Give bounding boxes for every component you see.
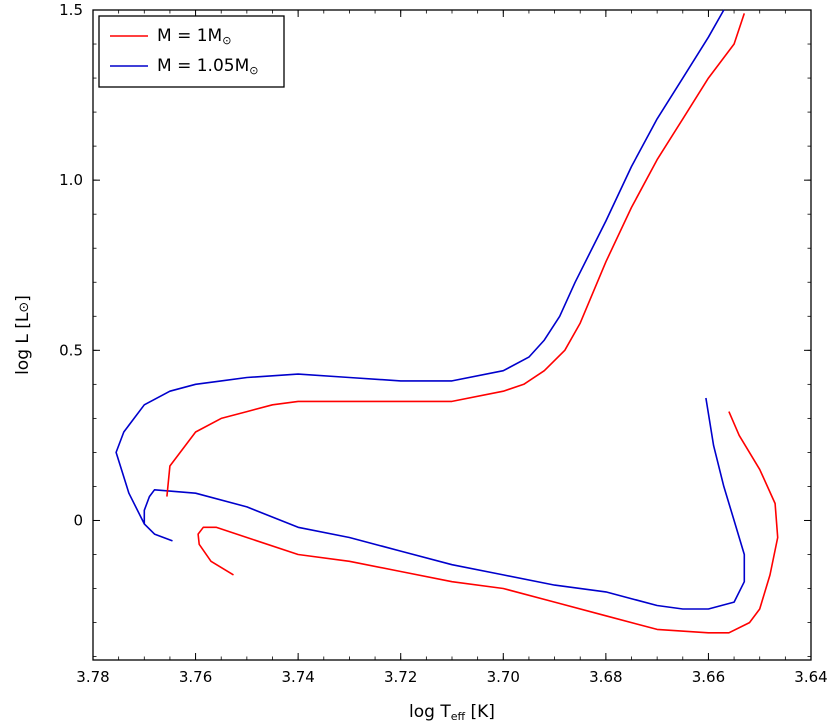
x-tick-label: 3.72 — [384, 668, 417, 686]
y-axis-label: log L [L⊙] — [13, 295, 33, 375]
series-layer — [115, 9, 779, 634]
y-tick-label: 0 — [73, 511, 83, 529]
axis-ticks — [92, 9, 812, 660]
x-tick-label: 3.78 — [76, 668, 109, 686]
legend: M = 1M⊙ M = 1.05M⊙ — [98, 15, 285, 88]
x-axis-label: log Teff [K] — [409, 702, 495, 723]
y-tick-label: 1.0 — [59, 171, 83, 189]
legend-box — [98, 15, 285, 88]
legend-label-series-2: M = 1.05M⊙ — [157, 56, 258, 77]
x-tick-label: 3.74 — [281, 668, 314, 686]
series-line-1 — [197, 411, 779, 634]
y-tick-label: 1.5 — [59, 1, 83, 19]
x-tick-label: 3.64 — [794, 668, 827, 686]
series-branch-2 — [115, 9, 725, 525]
legend-label-series-1: M = 1M⊙ — [157, 26, 231, 47]
series-line-2 — [143, 397, 746, 610]
y-tick-label: 0.5 — [59, 341, 83, 359]
x-tick-label: 3.70 — [487, 668, 520, 686]
series-branch-1 — [166, 13, 746, 497]
svg-text:log L [L⊙]: log L [L⊙] — [13, 295, 33, 375]
tick-labels: 3.78 3.76 3.74 3.72 3.70 3.68 3.66 3.64 0 0.5 1.0 1… — [59, 1, 828, 686]
x-tick-label: 3.66 — [692, 668, 725, 686]
x-tick-label: 3.76 — [179, 668, 212, 686]
x-tick-label: 3.68 — [589, 668, 622, 686]
plot-frame — [92, 9, 812, 661]
